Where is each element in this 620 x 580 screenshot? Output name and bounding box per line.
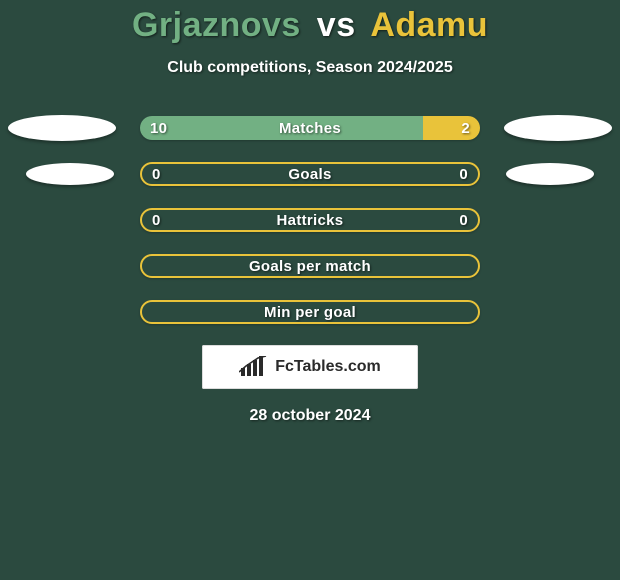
player1-marker [8, 115, 116, 141]
page-title: Grjaznovs vs Adamu [0, 0, 620, 45]
stat-row: Hattricks0 0 [0, 207, 620, 233]
stat-label: Goals [142, 164, 478, 184]
stat-bar: Min per goal [140, 300, 480, 324]
player2-marker [504, 115, 612, 141]
stat-value-left: 10 [150, 116, 167, 140]
stat-label: Goals per match [142, 256, 478, 276]
stat-value-right: 0 [459, 164, 468, 184]
stat-label: Min per goal [142, 302, 478, 322]
badge-text: FcTables.com [275, 358, 381, 376]
stat-rows: Matches102Goals00Hattricks00Goals per ma… [0, 115, 620, 325]
bars-icon [239, 356, 269, 378]
stat-row: Goals0 0 [0, 161, 620, 187]
stat-value-left: 0 [152, 164, 161, 184]
player1-name: Grjaznovs [132, 6, 301, 44]
stat-value-right: 2 [461, 116, 470, 140]
stat-label: Matches [140, 116, 480, 140]
stat-bar: Hattricks0 0 [140, 208, 480, 232]
player2-marker [506, 163, 594, 185]
stat-bar: Matches10 2 [140, 116, 480, 140]
stat-bar: Goals0 0 [140, 162, 480, 186]
stat-bar: Goals per match [140, 254, 480, 278]
stat-value-left: 0 [152, 210, 161, 230]
stat-label: Hattricks [142, 210, 478, 230]
stat-row: Matches10 2 [0, 115, 620, 141]
source-badge[interactable]: FcTables.com [202, 345, 418, 389]
stat-row: Goals per match [0, 253, 620, 279]
player2-name: Adamu [370, 6, 488, 44]
comparison-infographic: Grjaznovs vs Adamu Club competitions, Se… [0, 0, 620, 580]
subtitle: Club competitions, Season 2024/2025 [0, 59, 620, 77]
stat-value-right: 0 [459, 210, 468, 230]
date-text: 28 october 2024 [0, 407, 620, 425]
player1-marker [26, 163, 114, 185]
vs-text: vs [317, 6, 356, 44]
stat-row: Min per goal [0, 299, 620, 325]
